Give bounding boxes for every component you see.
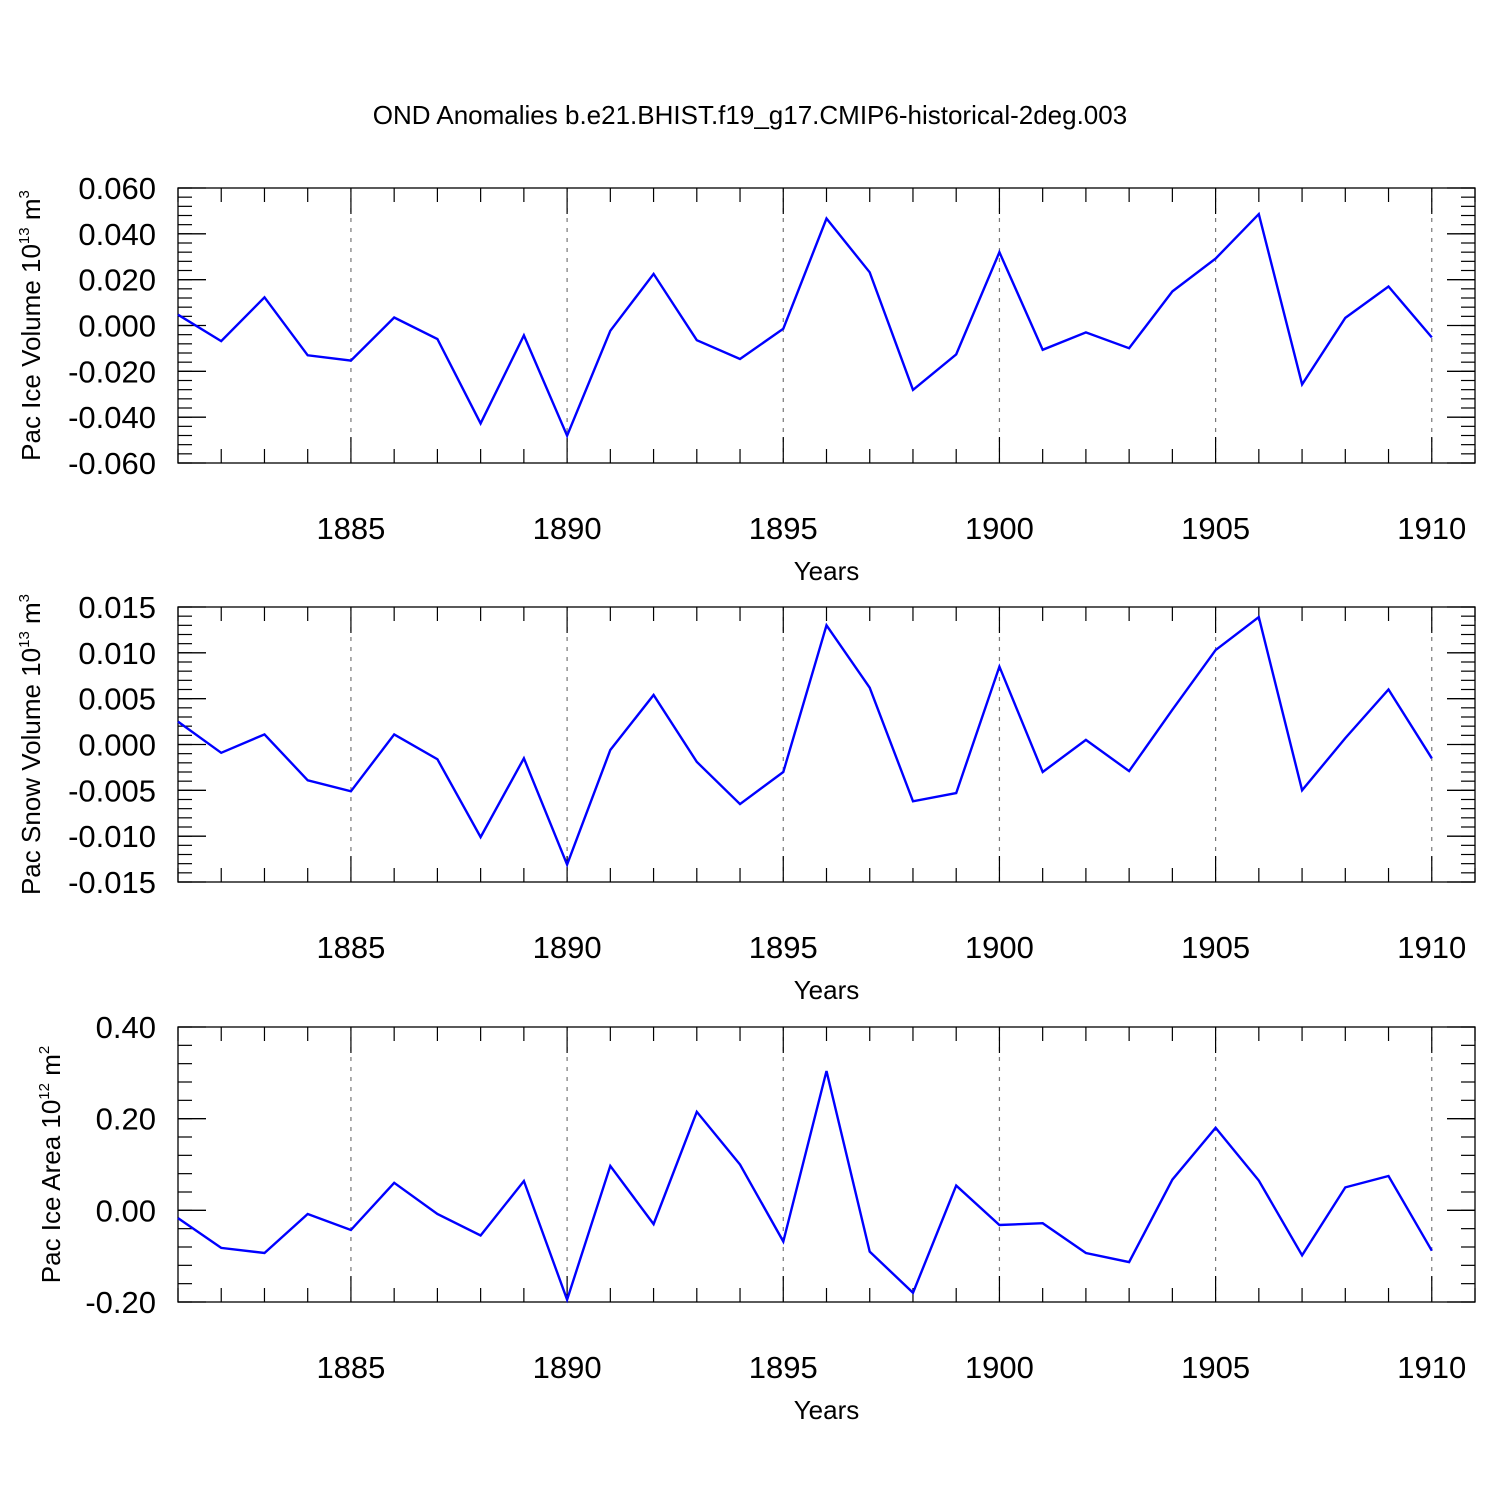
x-tick-label: 1905 xyxy=(1181,1350,1250,1385)
data-series-line xyxy=(177,1070,1433,1304)
y-tick-label: -0.005 xyxy=(68,773,156,808)
x-tick-label: 1910 xyxy=(1397,1350,1466,1385)
y-tick-label: -0.20 xyxy=(85,1285,156,1320)
plot-frame xyxy=(177,1026,1476,1303)
y-tick-label: 0.20 xyxy=(96,1102,156,1137)
x-tick-label: 1890 xyxy=(533,930,602,965)
x-tick-label: 1890 xyxy=(533,511,602,546)
x-tick-label: 1885 xyxy=(316,930,385,965)
y-tick-label: -0.020 xyxy=(68,354,156,389)
x-tick-label: 1905 xyxy=(1181,511,1250,546)
x-tick-label: 1910 xyxy=(1397,930,1466,965)
y-tick-label: 0.40 xyxy=(96,1010,156,1045)
plot-frame xyxy=(177,606,1476,883)
y-tick-label: -0.060 xyxy=(68,446,156,481)
x-tick-label: 1895 xyxy=(749,930,818,965)
x-tick-label: 1895 xyxy=(749,511,818,546)
x-tick-label: 1885 xyxy=(316,511,385,546)
y-tick-label: -0.015 xyxy=(68,865,156,900)
chart-panel-3: 1885 1890 1895 1900 1905 1910 0.40 0.20 0.00 -0.2… xyxy=(36,1010,1476,1425)
y-tick-label: 0.060 xyxy=(78,171,156,206)
y-axis-label: Pac Ice Area 1012 m2 xyxy=(36,1046,66,1283)
y-tick-label: 0.00 xyxy=(96,1193,156,1228)
y-tick-label: 0.040 xyxy=(78,217,156,252)
y-tick-label: 0.000 xyxy=(78,309,156,344)
data-series-line xyxy=(177,615,1433,868)
y-axis-label: Pac Ice Volume 1013 m3 xyxy=(16,190,46,461)
chart-panel-2: 1885 1890 1895 1900 1905 1910 0.015 0.010 0.005 0… xyxy=(16,590,1476,1005)
x-tick-label: 1895 xyxy=(749,1350,818,1385)
y-tick-label: 0.015 xyxy=(78,590,156,625)
x-tick-label: 1905 xyxy=(1181,930,1250,965)
y-tick-label: 0.000 xyxy=(78,728,156,763)
y-tick-label: 0.010 xyxy=(78,636,156,671)
plot-frame xyxy=(177,187,1476,464)
data-series-line xyxy=(177,211,1433,439)
chart-title: OND Anomalies b.e21.BHIST.f19_g17.CMIP6-… xyxy=(373,100,1127,130)
chart-panel-1: 1885 1890 1895 1900 1905 1910 0.060 0.040 0.020 0… xyxy=(16,171,1476,586)
x-axis-label: Years xyxy=(794,1395,860,1425)
y-tick-label: 0.005 xyxy=(78,682,156,717)
x-tick-label: 1890 xyxy=(533,1350,602,1385)
x-tick-label: 1900 xyxy=(965,930,1034,965)
x-tick-label: 1900 xyxy=(965,511,1034,546)
y-tick-label: -0.010 xyxy=(68,819,156,854)
chart-panels: 1885 1890 1895 1900 1905 1910 0.060 0.040 0.020 0… xyxy=(16,171,1476,1425)
x-tick-label: 1885 xyxy=(316,1350,385,1385)
y-tick-label: -0.040 xyxy=(68,400,156,435)
x-axis-label: Years xyxy=(794,975,860,1005)
y-axis-label: Pac Snow Volume 1013 m3 xyxy=(16,594,46,895)
x-tick-label: 1910 xyxy=(1397,511,1466,546)
y-tick-label: 0.020 xyxy=(78,263,156,298)
x-axis-label: Years xyxy=(794,556,860,586)
x-tick-label: 1900 xyxy=(965,1350,1034,1385)
